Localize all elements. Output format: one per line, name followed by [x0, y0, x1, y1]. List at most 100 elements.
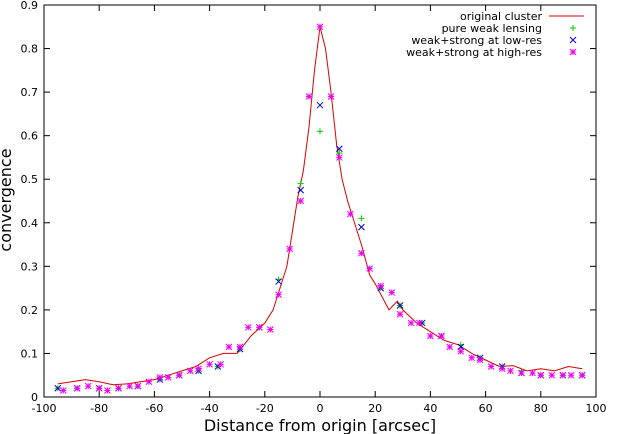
data-point — [327, 93, 335, 100]
data-point — [126, 382, 133, 390]
data-point — [156, 374, 164, 381]
y-tick-label: 0.7 — [21, 86, 39, 99]
data-point — [358, 215, 365, 222]
x-tick-label: -20 — [256, 402, 274, 415]
data-point — [275, 278, 282, 285]
data-point — [366, 265, 374, 272]
data-point — [225, 343, 233, 351]
x-tick-label: 40 — [423, 402, 437, 415]
data-point — [286, 245, 293, 253]
series-3 — [59, 23, 586, 394]
data-point — [297, 197, 305, 205]
data-point — [95, 384, 103, 392]
data-point — [297, 186, 305, 194]
legend-marker — [570, 25, 576, 31]
data-point — [316, 23, 324, 31]
data-point — [347, 210, 354, 218]
data-point — [73, 384, 81, 392]
data-point — [335, 154, 343, 161]
x-tick-label: -40 — [201, 402, 219, 415]
data-point — [416, 319, 423, 327]
y-tick-label: 0.3 — [21, 260, 39, 273]
data-point — [164, 374, 172, 381]
data-point — [145, 378, 153, 386]
data-point — [266, 326, 274, 333]
data-point — [388, 289, 396, 296]
x-tick-label: 60 — [479, 402, 493, 415]
data-point — [206, 360, 213, 368]
data-point — [567, 371, 575, 379]
data-point — [559, 371, 567, 379]
data-point — [468, 354, 476, 362]
data-point — [438, 332, 445, 340]
x-tick-label: 100 — [586, 402, 607, 415]
data-point — [104, 387, 111, 394]
data-point — [335, 145, 343, 153]
data-point — [507, 367, 514, 375]
data-point — [476, 356, 484, 364]
x-axis-title: Distance from origin [arcsec] — [204, 416, 436, 434]
data-point — [537, 371, 545, 379]
data-point — [529, 369, 536, 377]
data-point — [255, 323, 263, 331]
data-point — [427, 332, 434, 340]
data-point — [195, 365, 202, 373]
x-tick-label: -60 — [145, 402, 163, 415]
x-tick-label: -80 — [90, 402, 108, 415]
data-point — [317, 128, 323, 135]
y-tick-label: 0.8 — [21, 43, 39, 56]
data-point — [305, 93, 313, 100]
data-point — [59, 387, 67, 394]
series-2 — [54, 101, 586, 392]
legend-label: weak+strong at high-res — [406, 46, 542, 59]
y-tick-label: 0.4 — [21, 217, 39, 230]
data-point — [396, 310, 404, 318]
y-tick-label: 0.9 — [21, 0, 39, 12]
x-tick-label: 20 — [368, 402, 382, 415]
axis-ticks: -100 -80 -60 -40 -20 0 20 40 60 80 100 0 0.1 0.2 0.3 0.… — [21, 0, 607, 415]
data-point — [548, 371, 556, 379]
data-point — [236, 343, 244, 351]
data-point — [115, 384, 122, 392]
legend-marker — [569, 48, 577, 56]
y-tick-label: 0.1 — [21, 347, 39, 360]
series-1 — [54, 128, 586, 392]
y-tick-label: 0.2 — [21, 304, 39, 317]
x-tick-label: -100 — [32, 402, 57, 415]
data-point — [498, 365, 506, 373]
data-point — [134, 382, 142, 390]
y-tick-label: 0.5 — [21, 173, 39, 186]
data-point — [297, 180, 304, 187]
data-point — [578, 371, 586, 379]
data-point — [457, 347, 465, 355]
series-layer — [54, 23, 586, 394]
data-point — [54, 384, 62, 392]
data-point — [396, 302, 404, 309]
plot-frame — [43, 4, 597, 398]
legend-label: original cluster — [460, 10, 542, 23]
data-point — [186, 367, 194, 375]
data-point — [217, 360, 224, 368]
data-point — [244, 323, 252, 331]
original-cluster-line — [57, 26, 583, 386]
data-point — [84, 382, 92, 390]
data-point — [358, 223, 365, 231]
data-point — [377, 282, 385, 290]
y-tick-label: 0 — [31, 391, 38, 404]
data-point — [175, 371, 183, 379]
y-tick-label: 0.6 — [21, 130, 39, 143]
legend-label: pure weak lensing — [442, 22, 542, 35]
legend-label: weak+strong at low-res — [411, 34, 542, 47]
data-point — [358, 249, 365, 257]
x-tick-label: 80 — [534, 402, 548, 415]
data-point — [518, 369, 525, 377]
data-point — [487, 363, 495, 370]
data-point — [407, 319, 415, 327]
series-0 — [57, 26, 583, 386]
data-point — [275, 291, 282, 298]
x-tick-label: 0 — [317, 402, 324, 415]
data-point — [316, 101, 324, 109]
legend-marker — [569, 36, 577, 44]
